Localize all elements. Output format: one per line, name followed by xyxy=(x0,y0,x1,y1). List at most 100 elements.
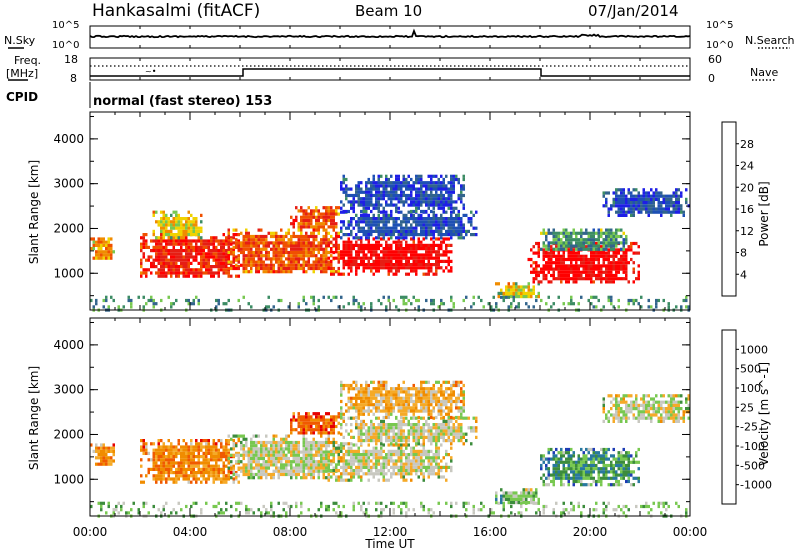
heatmap-cell xyxy=(407,453,410,457)
heatmap-cell xyxy=(247,247,250,251)
heatmap-cell xyxy=(172,464,175,468)
heatmap-cell xyxy=(255,440,258,445)
heatmap-cell xyxy=(300,257,303,261)
heatmap-cell xyxy=(175,461,178,465)
heatmap-cell xyxy=(390,269,393,273)
heatmap-cell xyxy=(430,465,433,469)
heatmap-cell xyxy=(335,237,338,241)
heatmap-cell xyxy=(545,234,548,239)
heatmap-cell xyxy=(357,469,360,473)
heatmap-cell xyxy=(470,223,473,227)
heatmap-cell xyxy=(375,432,378,436)
heatmap-cell xyxy=(435,263,438,267)
heatmap-cell xyxy=(397,456,400,460)
heatmap-cell xyxy=(325,476,328,480)
heatmap-cell xyxy=(630,207,633,211)
heatmap-cell xyxy=(312,298,315,303)
heatmap-cell xyxy=(257,254,260,258)
heatmap-cell xyxy=(577,267,580,271)
heatmap-cell xyxy=(347,478,350,482)
heatmap-cell xyxy=(337,469,340,473)
heatmap-cell xyxy=(390,472,393,476)
heatmap-cell xyxy=(600,254,603,258)
heatmap-cell xyxy=(407,217,410,221)
heatmap-cell xyxy=(427,250,430,254)
heatmap-cell xyxy=(402,193,405,198)
heatmap-cell xyxy=(297,415,300,419)
heatmap-cell xyxy=(200,268,203,272)
heatmap-cell xyxy=(397,469,400,473)
heatmap-cell xyxy=(302,424,305,429)
heatmap-cell xyxy=(295,260,298,264)
heatmap-cell xyxy=(452,187,455,191)
heatmap-cell xyxy=(177,217,180,221)
heatmap-cell xyxy=(595,273,598,278)
heatmap-cell xyxy=(450,181,453,185)
heatmap-cell xyxy=(290,431,293,435)
heatmap-cell xyxy=(547,247,550,251)
heatmap-cell xyxy=(447,250,450,254)
heatmap-cell xyxy=(200,258,203,262)
heatmap-cell xyxy=(152,451,155,455)
heatmap-cell xyxy=(235,434,238,438)
heatmap-cell xyxy=(642,207,645,211)
heatmap-cell xyxy=(592,273,595,278)
heatmap-cell xyxy=(420,243,423,247)
heatmap-cell xyxy=(442,250,445,254)
heatmap-cell xyxy=(415,193,418,198)
heatmap-cell xyxy=(375,435,378,439)
heatmap-cell xyxy=(177,271,180,275)
heatmap-cell xyxy=(327,418,330,422)
heatmap-cell xyxy=(197,471,200,475)
heatmap-cell xyxy=(385,190,388,194)
heatmap-cell xyxy=(330,250,333,254)
heatmap-cell xyxy=(350,247,353,251)
heatmap-cell xyxy=(317,418,320,422)
heatmap-cell xyxy=(320,247,323,251)
heatmap-cell xyxy=(590,277,593,281)
heatmap-cell xyxy=(312,472,315,477)
heatmap-cell xyxy=(352,456,355,460)
heatmap-cell xyxy=(157,439,160,443)
heatmap-cell xyxy=(607,264,610,268)
heatmap-cell xyxy=(600,280,603,284)
heatmap-cell xyxy=(575,273,578,278)
heatmap-cell xyxy=(620,204,623,208)
heatmap-cell xyxy=(250,444,253,448)
heatmap-cell xyxy=(190,239,193,243)
heatmap-cell xyxy=(195,274,198,278)
heatmap-cell xyxy=(315,460,318,464)
heatmap-cell xyxy=(535,261,538,265)
heatmap-cell xyxy=(627,261,630,265)
heatmap-cell xyxy=(427,213,430,217)
heatmap-cell xyxy=(375,469,378,473)
heatmap-cell xyxy=(382,187,385,191)
heatmap-cell xyxy=(160,265,163,269)
heatmap-cell xyxy=(435,226,438,230)
heatmap-cell xyxy=(157,445,160,449)
heatmap-cell xyxy=(400,223,403,227)
heatmap-cell xyxy=(405,295,408,299)
heatmap-cell xyxy=(320,460,323,464)
heatmap-cell xyxy=(532,291,535,295)
heatmap-cell xyxy=(555,245,558,249)
heatmap-cell xyxy=(330,272,333,276)
heatmap-cell xyxy=(562,264,565,268)
heatmap-cell xyxy=(587,241,590,245)
heatmap-cell xyxy=(365,243,368,247)
heatmap-cell xyxy=(305,415,308,419)
heatmap-cell xyxy=(427,256,430,260)
heatmap-cell xyxy=(530,270,533,274)
heatmap-cell xyxy=(105,250,108,254)
heatmap-cell xyxy=(245,466,248,470)
heatmap-cell xyxy=(270,447,273,451)
heatmap-cell xyxy=(347,302,350,306)
heatmap-cell xyxy=(600,241,603,245)
heatmap-cell xyxy=(285,453,288,457)
heatmap-cell xyxy=(307,266,310,271)
heatmap-cell xyxy=(637,251,640,255)
heatmap-cell xyxy=(310,418,313,422)
heatmap-cell xyxy=(142,439,145,443)
heatmap-cell xyxy=(615,270,618,274)
heatmap-cell xyxy=(525,295,528,299)
